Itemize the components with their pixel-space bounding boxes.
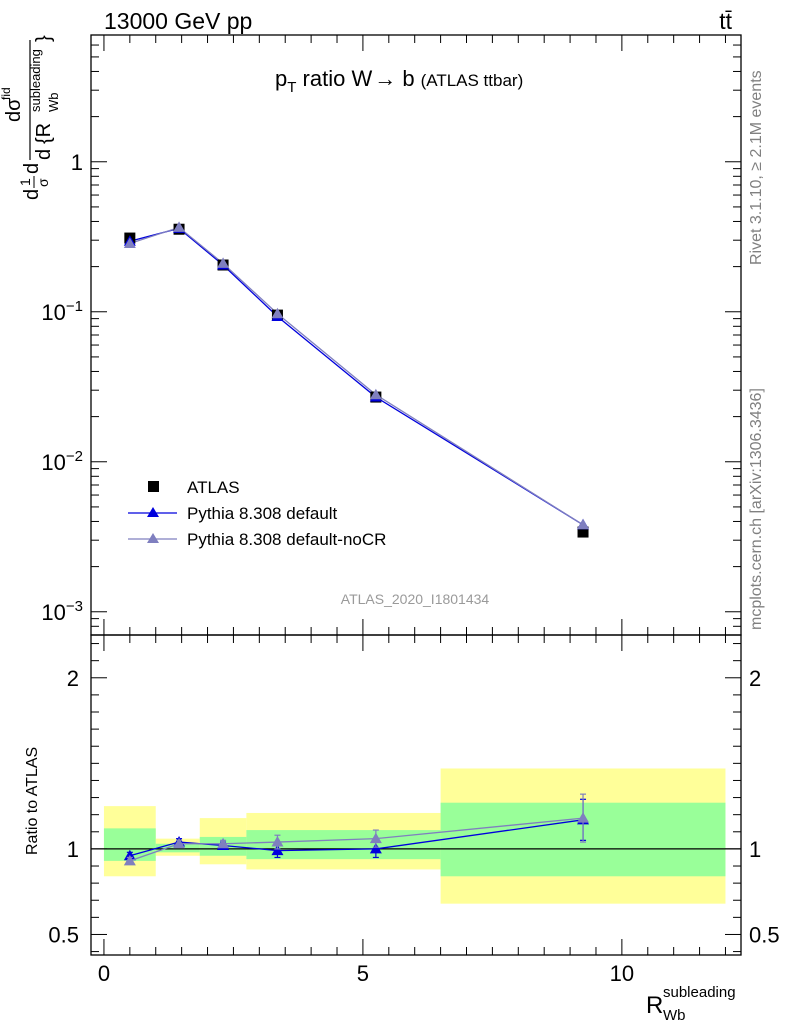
y-tick-label: 10−2: [41, 448, 83, 475]
ratio-y-tick-label-left: 1: [67, 837, 79, 862]
ratio-point: [217, 837, 230, 849]
x-tick-label: 0: [98, 961, 110, 986]
ratio-point: [369, 842, 382, 854]
title-p: p: [275, 66, 287, 91]
x-axis-label: R Wb subleading: [646, 984, 736, 1024]
main-line-2: [129, 226, 584, 526]
y-tick-label: 10−1: [41, 298, 83, 325]
xlabel-sub: Wb: [663, 1007, 686, 1024]
main-axes: 1 10−1 10−2 10−3: [41, 34, 742, 636]
legend-marker-atlas: [148, 481, 159, 492]
header-left: 13000 GeV pp: [104, 8, 252, 34]
x-tick-label: 5: [357, 961, 369, 986]
ratio-point: [173, 837, 186, 849]
ylabel-dsigma: dσ: [3, 98, 25, 122]
ratio-y-tick-label-left: 2: [67, 666, 79, 691]
mc-point: [577, 518, 590, 530]
ylabel-one: 1: [17, 178, 33, 186]
title-rest: ratio W: [296, 66, 372, 91]
ratio-ylabel: Ratio to ATLAS: [24, 747, 41, 855]
ratio-line-0: [129, 819, 584, 857]
legend-marker-default: [147, 507, 159, 517]
main-ylabel: d 1 σ d dσ fid d {R Wb subleading }: [0, 35, 61, 200]
ratio-y-tick-label-left: 0.5: [48, 922, 79, 947]
ratio-line-1: [129, 817, 584, 862]
ratio-series-layer: [123, 793, 590, 866]
rivet-label: Rivet 3.1.10, ≥ 2.1M events: [748, 70, 765, 265]
ylabel-fid: fid: [0, 87, 13, 100]
y-tick-label: 10−3: [41, 598, 83, 625]
xlabel-sup: subleading: [663, 984, 736, 1001]
ratio-point: [271, 844, 284, 856]
ratio-frame: [90, 634, 742, 956]
y-tick-label: 1: [71, 150, 83, 175]
title-b: b: [396, 66, 414, 91]
ratio-point: [369, 832, 382, 844]
ylabel-d1: d: [21, 189, 43, 200]
title-arrow: →: [374, 66, 396, 91]
legend-marker-nocr: [147, 533, 159, 543]
ylabel-d2: d: [21, 163, 43, 174]
mc-point: [271, 307, 284, 319]
ratio-y-tick-label-right: 1: [749, 837, 761, 862]
xlabel-r: R: [646, 992, 663, 1019]
x-tick-label: 10: [610, 961, 634, 986]
main-series-layer: [123, 221, 590, 538]
mc-point: [369, 388, 382, 400]
mc-point: [123, 237, 136, 249]
ylabel-den-sup: subleading: [28, 49, 43, 112]
ratio-y-tick-label-right: 0.5: [749, 922, 780, 947]
mc-point: [217, 257, 230, 268]
legend-label-atlas: ATLAS: [187, 478, 240, 497]
ylabel-den-d: d: [33, 149, 55, 160]
ylabel-den-sub: Wb: [46, 93, 61, 113]
title-sub: T: [287, 79, 296, 96]
mc-point: [173, 221, 186, 232]
ratio-point: [123, 854, 136, 866]
ylabel-sigma: σ: [35, 178, 51, 187]
ylabel-den-close: }: [33, 35, 55, 42]
legend-label-nocr: Pythia 8.308 default-noCR: [187, 530, 386, 549]
ylabel-den-r: {R: [33, 123, 55, 144]
analysis-watermark: ATLAS_2020_I1801434: [341, 591, 490, 607]
legend: ATLAS Pythia 8.308 default Pythia 8.308 …: [128, 478, 386, 549]
ratio-y-tick-label-right: 2: [749, 666, 761, 691]
ratio-panel: [91, 768, 741, 904]
ratio-axes: 2 2 1 1 0.5 0.5 0 5 10: [48, 634, 780, 986]
title-small: (ATLAS ttbar): [421, 71, 524, 90]
main-title: pT ratio W→ b (ATLAS ttbar): [275, 66, 523, 96]
ratio-point: [577, 812, 590, 823]
ratio-point: [271, 836, 284, 847]
legend-label-default: Pythia 8.308 default: [187, 504, 338, 523]
mcplots-label: mcplots.cern.ch [arXiv:1306.3436]: [748, 388, 765, 630]
data-point: [577, 526, 589, 538]
header-right: tt̄: [719, 8, 732, 34]
